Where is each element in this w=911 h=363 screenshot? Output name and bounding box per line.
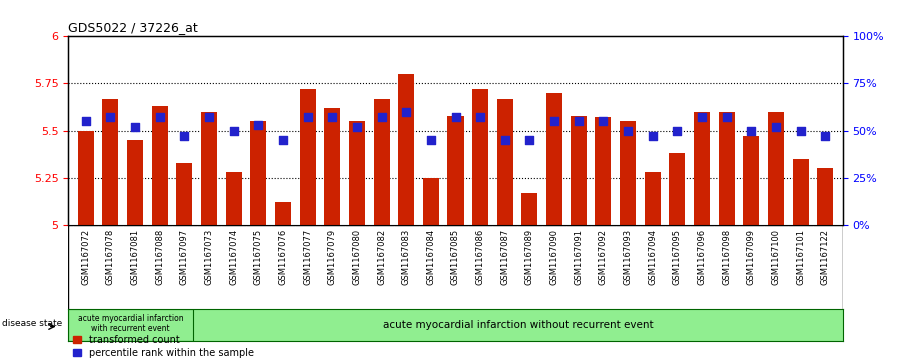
Bar (719, 112, 735, 225)
Point (547, 118, 561, 124)
Text: GSM1167082: GSM1167082 (377, 229, 386, 285)
Bar (300, 89, 315, 225)
Point (103, 115, 118, 121)
Bar (817, 168, 834, 225)
Bar (176, 163, 192, 225)
Bar (374, 99, 390, 225)
Point (226, 128, 241, 134)
Bar (447, 115, 464, 225)
Point (818, 134, 833, 139)
Text: GSM1167122: GSM1167122 (821, 229, 830, 285)
Text: GSM1167087: GSM1167087 (500, 229, 509, 285)
Point (646, 134, 660, 139)
Bar (546, 93, 562, 225)
Text: GDS5022 / 37226_at: GDS5022 / 37226_at (68, 21, 198, 34)
Point (201, 115, 216, 121)
Bar (349, 121, 365, 225)
Text: GSM1167085: GSM1167085 (451, 229, 460, 285)
Bar (496, 99, 513, 225)
Point (522, 137, 537, 143)
Point (571, 118, 586, 124)
Text: GSM1167076: GSM1167076 (279, 229, 287, 285)
Text: GSM1167083: GSM1167083 (402, 229, 411, 285)
Text: GSM1167077: GSM1167077 (303, 229, 312, 285)
Text: GSM1167074: GSM1167074 (229, 229, 238, 285)
Bar (324, 108, 340, 225)
Bar (645, 172, 660, 225)
Text: GSM1167079: GSM1167079 (328, 229, 337, 285)
Point (497, 137, 512, 143)
Point (325, 115, 340, 121)
Bar (226, 172, 241, 225)
Bar (793, 159, 809, 225)
Text: GSM1167089: GSM1167089 (525, 229, 534, 285)
Bar (743, 136, 760, 225)
Bar (127, 140, 143, 225)
Point (793, 128, 808, 134)
Point (620, 128, 635, 134)
Bar (151, 106, 168, 225)
Point (424, 137, 438, 143)
Text: acute myocardial infarction
with recurrent event: acute myocardial infarction with recurre… (78, 314, 184, 333)
Text: GSM1167100: GSM1167100 (772, 229, 781, 285)
Point (177, 134, 191, 139)
Point (276, 137, 291, 143)
Text: GSM1167072: GSM1167072 (81, 229, 90, 285)
Bar (251, 121, 266, 225)
Bar (596, 118, 611, 225)
Text: GSM1167086: GSM1167086 (476, 229, 485, 285)
Point (350, 124, 364, 130)
Text: GSM1167080: GSM1167080 (353, 229, 362, 285)
Bar (768, 112, 784, 225)
Text: GSM1167091: GSM1167091 (574, 229, 583, 285)
Point (152, 115, 167, 121)
Text: GSM1167073: GSM1167073 (204, 229, 213, 285)
Point (596, 118, 610, 124)
Bar (571, 115, 587, 225)
Text: acute myocardial infarction without recurrent event: acute myocardial infarction without recu… (383, 320, 653, 330)
Bar (398, 74, 415, 225)
Point (744, 128, 759, 134)
Text: GSM1167094: GSM1167094 (649, 229, 658, 285)
Text: GSM1167078: GSM1167078 (106, 229, 115, 285)
Bar (620, 121, 636, 225)
Text: GSM1167093: GSM1167093 (624, 229, 632, 285)
Text: GSM1167081: GSM1167081 (130, 229, 139, 285)
Bar (472, 89, 488, 225)
Text: GSM1167097: GSM1167097 (179, 229, 189, 285)
Text: GSM1167099: GSM1167099 (747, 229, 756, 285)
Point (473, 115, 487, 121)
Bar (670, 153, 685, 225)
Point (695, 115, 710, 121)
Point (301, 115, 315, 121)
Point (128, 124, 142, 130)
Point (251, 122, 265, 128)
Text: GSM1167095: GSM1167095 (673, 229, 682, 285)
Text: GSM1167101: GSM1167101 (796, 229, 805, 285)
Bar (694, 112, 710, 225)
Bar (201, 112, 217, 225)
Bar (102, 99, 118, 225)
Bar (68, 309, 193, 341)
Point (399, 109, 414, 115)
Bar (521, 193, 537, 225)
Point (720, 115, 734, 121)
Bar (275, 203, 291, 225)
Text: GSM1167096: GSM1167096 (698, 229, 707, 285)
Text: GSM1167098: GSM1167098 (722, 229, 732, 285)
Bar (77, 131, 94, 225)
Text: disease state: disease state (2, 319, 62, 328)
Point (78, 118, 93, 124)
Point (448, 115, 463, 121)
Bar (423, 178, 439, 225)
Text: GSM1167075: GSM1167075 (253, 229, 262, 285)
Text: GSM1167092: GSM1167092 (599, 229, 608, 285)
Text: GSM1167088: GSM1167088 (155, 229, 164, 285)
Point (670, 128, 685, 134)
Point (769, 124, 783, 130)
Legend: transformed count, percentile rank within the sample: transformed count, percentile rank withi… (73, 335, 254, 358)
Point (374, 115, 389, 121)
Text: GSM1167090: GSM1167090 (549, 229, 558, 285)
Text: GSM1167084: GSM1167084 (426, 229, 435, 285)
